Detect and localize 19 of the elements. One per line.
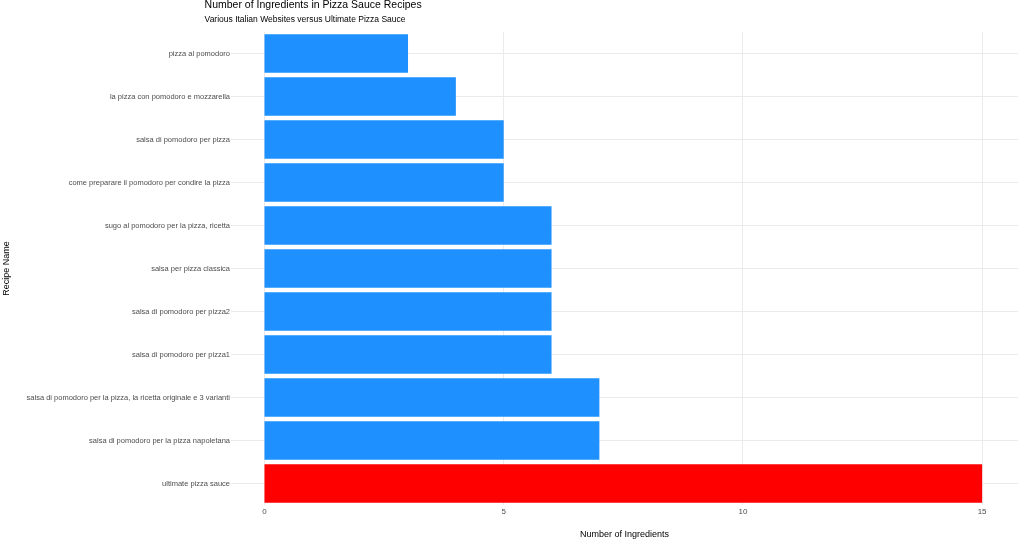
- chart-subtitle: Various Italian Websites versus Ultimate Pizza Sauce: [204, 13, 406, 24]
- bar: [264, 335, 552, 374]
- bar: [264, 120, 504, 159]
- bar: [264, 378, 600, 417]
- bar: [264, 206, 552, 245]
- chart-title: Number of Ingredients in Pizza Sauce Recipes: [204, 0, 422, 11]
- bar: [264, 421, 600, 460]
- x-tick-label: 5: [501, 507, 507, 516]
- x-tick-label: 15: [977, 507, 988, 516]
- bar: [264, 464, 983, 503]
- x-tick-label: 0: [262, 507, 268, 516]
- bar: [264, 249, 552, 288]
- x-axis-title: Number of Ingredients: [579, 528, 670, 539]
- bar: [264, 292, 552, 331]
- bar: [264, 163, 504, 202]
- y-axis-title: Recipe Name: [0, 241, 11, 296]
- x-tick-label: 10: [738, 507, 748, 516]
- bar: [264, 34, 409, 73]
- bar: [264, 77, 456, 116]
